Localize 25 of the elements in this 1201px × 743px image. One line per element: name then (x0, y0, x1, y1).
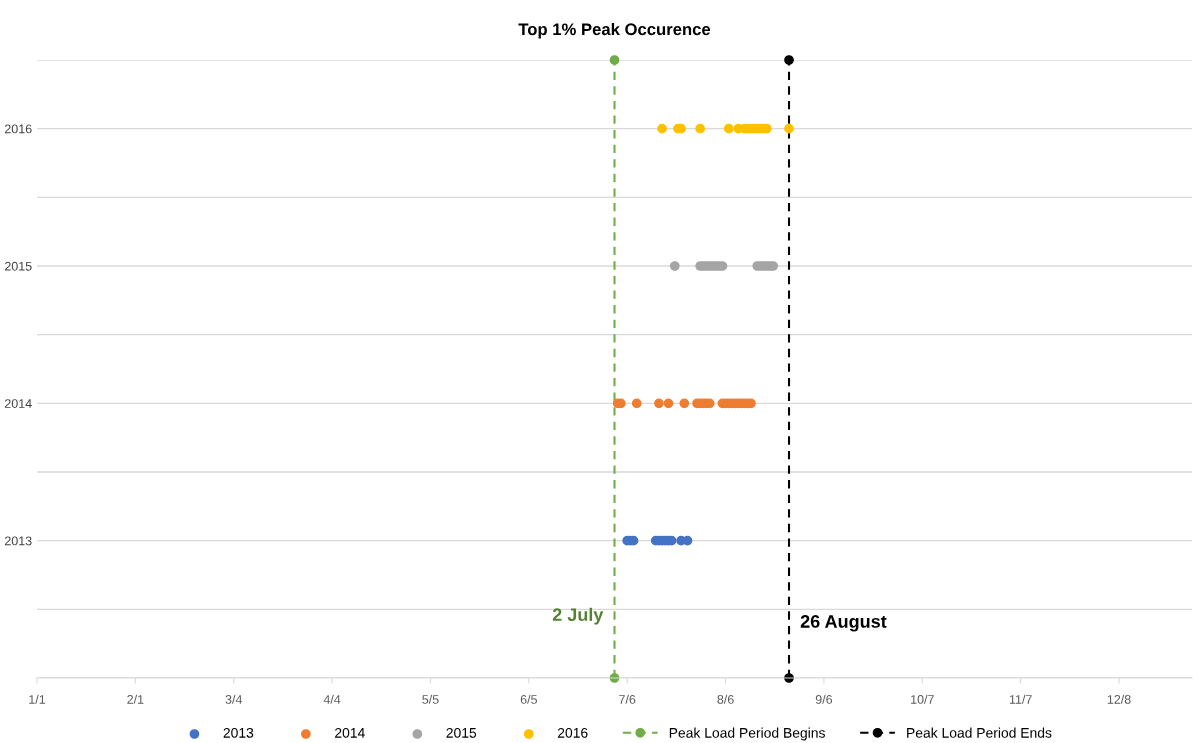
annotation: 2 July (552, 607, 604, 625)
y-tick-label: 2016 (4, 124, 32, 134)
x-tick-label: 11/7 (1009, 694, 1032, 704)
x-tick-label: 2/1 (127, 694, 144, 704)
x-tick-label: 5/5 (422, 694, 439, 704)
y-tick-label: 2015 (4, 261, 32, 271)
x-tick-label: 7/6 (619, 694, 636, 704)
legend-label: 2016 (557, 727, 588, 738)
x-tick-label: 1/1 (29, 694, 46, 704)
x-tick-label: 6/5 (520, 694, 537, 704)
legend-label: Peak Load Period Begins (669, 727, 825, 741)
y-tick-label: 2014 (4, 399, 32, 408)
legend-label: 2013 (223, 727, 254, 738)
annotation: 26 August (800, 615, 887, 632)
x-tick-label: 10/7 (911, 694, 934, 704)
legend-label: 2014 (335, 727, 365, 738)
legend-label: Peak Load Period Ends (907, 727, 1052, 738)
x-tick-label: 8/6 (717, 694, 734, 704)
legend-label: 2015 (446, 727, 477, 738)
x-tick-label: 9/6 (815, 694, 833, 704)
x-tick-label: 3/4 (225, 694, 243, 704)
x-tick-label: 4/4 (323, 694, 341, 704)
x-tick-label: 12/8 (1107, 694, 1131, 704)
chart-title: Top 1% Peak Occurence (518, 22, 711, 39)
y-tick-label: 2013 (4, 536, 32, 546)
